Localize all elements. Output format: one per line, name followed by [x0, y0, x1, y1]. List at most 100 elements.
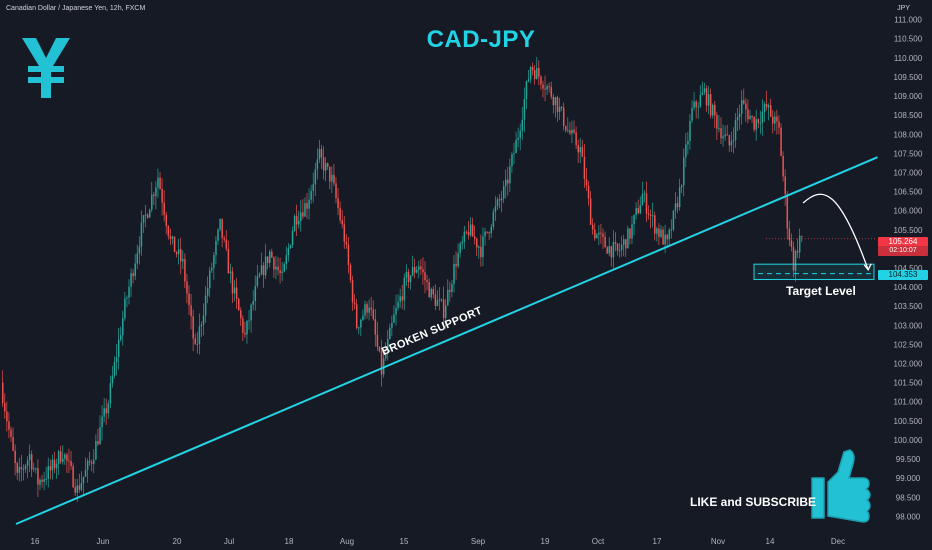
candle-body	[432, 288, 435, 295]
candle-body	[703, 88, 706, 93]
candle-body	[616, 243, 619, 251]
candle-body	[72, 466, 74, 488]
candle-body	[316, 159, 319, 170]
candle-body	[641, 194, 644, 206]
candle-body	[74, 487, 76, 493]
candle-body	[784, 176, 786, 195]
candle-body	[705, 88, 708, 106]
candle-body	[697, 106, 700, 108]
candle-body	[420, 266, 422, 270]
candle-body	[76, 485, 79, 493]
candle-body	[312, 184, 314, 191]
candle-body	[43, 479, 45, 482]
candle-body	[740, 100, 743, 114]
candle-body	[202, 315, 205, 325]
candle-body	[47, 466, 50, 479]
candle-body	[389, 327, 391, 340]
candle-body	[397, 301, 399, 308]
candle-body	[743, 100, 745, 104]
candle-body	[184, 259, 186, 282]
candle-body	[376, 334, 379, 347]
candle-body	[8, 421, 10, 430]
candle-body	[304, 203, 306, 217]
candle-body	[579, 147, 582, 153]
candle-body	[405, 271, 408, 278]
candle-body	[751, 115, 753, 117]
x-tick-label: 20	[173, 537, 182, 546]
candle-body	[567, 130, 569, 132]
candle-body	[695, 101, 697, 108]
y-tick-label: 108.000	[894, 130, 923, 139]
candle-body	[689, 120, 691, 142]
candle-body	[6, 411, 8, 422]
candle-body	[109, 383, 112, 404]
y-tick-label: 110.500	[894, 35, 923, 44]
candle-body	[672, 210, 675, 230]
y-tick-label: 102.000	[894, 360, 923, 369]
candle-body	[540, 76, 542, 85]
candle-body	[761, 111, 764, 123]
candle-body	[331, 174, 333, 182]
candle-body	[473, 236, 476, 239]
y-tick-label: 107.000	[894, 168, 923, 177]
candle-body	[728, 135, 731, 146]
candle-body	[345, 241, 348, 245]
candle-body	[614, 242, 617, 244]
candle-body	[37, 468, 39, 485]
candle-body	[442, 299, 445, 318]
y-tick-label: 102.500	[894, 340, 923, 349]
candle-body	[351, 280, 354, 303]
candle-body	[418, 266, 420, 270]
candle-body	[289, 245, 292, 249]
candle-body	[498, 199, 501, 201]
candle-body	[738, 113, 741, 118]
candle-body	[736, 117, 739, 121]
candle-body	[155, 187, 157, 196]
candle-body	[130, 273, 132, 287]
candle-body	[237, 298, 240, 311]
candle-body	[571, 129, 573, 134]
candle-body	[666, 234, 668, 240]
candle-body	[581, 147, 584, 157]
candle-body	[478, 246, 480, 248]
y-tick-label: 99.000	[896, 474, 921, 483]
candle-body	[542, 84, 544, 89]
candle-body	[329, 166, 331, 182]
candle-body	[554, 97, 557, 106]
candle-body	[749, 115, 751, 120]
candle-body	[213, 255, 215, 268]
candle-body	[552, 96, 555, 106]
candle-body	[62, 458, 64, 462]
candle-body	[449, 289, 451, 292]
candle-body	[70, 461, 72, 467]
candle-body	[649, 214, 652, 216]
candle-body	[801, 235, 803, 237]
x-tick-label: Dec	[831, 537, 845, 546]
candle-body	[200, 324, 203, 327]
candle-body	[778, 121, 780, 128]
candle-body	[101, 416, 103, 428]
y-tick-label: 104.500	[894, 264, 923, 273]
thumbs-up-icon	[811, 449, 871, 523]
candle-body	[602, 233, 604, 237]
candle-body	[569, 130, 571, 134]
candle-body	[691, 107, 693, 121]
candle-body	[134, 263, 136, 277]
candle-body	[295, 215, 298, 225]
x-tick-label: 19	[541, 537, 550, 546]
candle-body	[217, 229, 219, 241]
candle-body	[355, 304, 358, 328]
candle-body	[233, 287, 236, 294]
candle-body	[84, 469, 87, 477]
candle-body	[693, 101, 695, 108]
candle-body	[598, 232, 600, 235]
candle-body	[517, 137, 519, 140]
candle-body	[53, 459, 56, 469]
candle-body	[86, 460, 89, 470]
candle-body	[256, 276, 259, 286]
candle-body	[631, 224, 633, 239]
candle-body	[242, 318, 244, 333]
candle-body	[103, 408, 105, 417]
candle-body	[95, 441, 97, 460]
